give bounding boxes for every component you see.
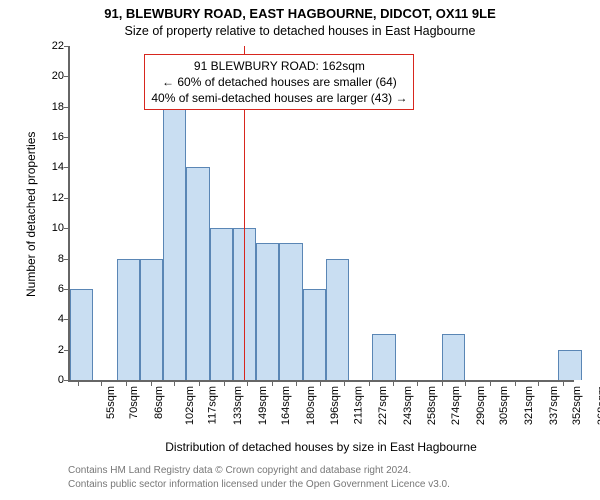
x-tick-label: 211sqm xyxy=(352,386,364,424)
y-tick-mark xyxy=(64,46,70,47)
y-tick-label: 12 xyxy=(52,192,64,204)
y-tick-mark xyxy=(64,76,70,77)
plot-area: 024681012141618202255sqm70sqm86sqm102sqm… xyxy=(68,46,574,382)
x-tick-mark xyxy=(320,380,321,386)
x-tick-label: 321sqm xyxy=(523,386,535,425)
x-tick-label: 227sqm xyxy=(378,386,390,425)
x-tick-mark xyxy=(515,380,516,386)
annotation-box: 91 BLEWBURY ROAD: 162sqm← 60% of detache… xyxy=(144,54,414,111)
y-tick-mark xyxy=(64,107,70,108)
y-tick-label: 16 xyxy=(52,131,64,143)
y-tick-label: 22 xyxy=(52,40,64,52)
x-tick-mark xyxy=(126,380,127,386)
x-tick-label: 117sqm xyxy=(206,386,218,424)
x-tick-mark xyxy=(393,380,394,386)
histogram-bar xyxy=(442,334,465,380)
histogram-bar xyxy=(210,228,233,380)
footer-line2: Contains public sector information licen… xyxy=(68,478,450,492)
x-tick-mark xyxy=(369,380,370,386)
x-tick-label: 337sqm xyxy=(548,386,560,425)
histogram-bar xyxy=(117,259,140,380)
x-tick-mark xyxy=(272,380,273,386)
x-tick-label: 164sqm xyxy=(280,386,292,425)
annotation-line: 40% of semi-detached houses are larger (… xyxy=(151,90,407,106)
x-tick-label: 243sqm xyxy=(402,386,414,425)
x-tick-mark xyxy=(78,380,79,386)
footer-attribution: Contains HM Land Registry data © Crown c… xyxy=(68,464,450,491)
x-tick-mark xyxy=(247,380,248,386)
x-tick-mark xyxy=(442,380,443,386)
x-tick-label: 274sqm xyxy=(451,386,463,425)
x-tick-label: 55sqm xyxy=(105,386,117,419)
histogram-bar xyxy=(303,289,326,380)
x-tick-label: 290sqm xyxy=(475,386,487,425)
x-axis-label: Distribution of detached houses by size … xyxy=(68,440,574,454)
x-tick-mark xyxy=(224,380,225,386)
histogram-bar xyxy=(163,107,186,380)
histogram-bar xyxy=(186,167,209,380)
x-tick-mark xyxy=(151,380,152,386)
x-tick-label: 149sqm xyxy=(257,386,269,425)
annotation-line: ← 60% of detached houses are smaller (64… xyxy=(151,74,407,90)
histogram-bar xyxy=(279,243,302,380)
x-tick-mark xyxy=(490,380,491,386)
x-tick-mark xyxy=(174,380,175,386)
x-tick-label: 86sqm xyxy=(153,386,165,419)
y-tick-mark xyxy=(64,380,70,381)
x-tick-mark xyxy=(563,380,564,386)
y-tick-label: 18 xyxy=(52,101,64,113)
x-tick-label: 258sqm xyxy=(426,386,438,425)
x-tick-label: 368sqm xyxy=(596,386,600,425)
x-tick-mark xyxy=(199,380,200,386)
chart-container: { "title_line1": "91, BLEWBURY ROAD, EAS… xyxy=(0,0,600,500)
y-tick-mark xyxy=(64,137,70,138)
histogram-bar xyxy=(70,289,93,380)
x-tick-label: 180sqm xyxy=(305,386,317,425)
x-tick-mark xyxy=(417,380,418,386)
y-tick-mark xyxy=(64,228,70,229)
chart-title-main: 91, BLEWBURY ROAD, EAST HAGBOURNE, DIDCO… xyxy=(0,6,600,21)
y-tick-label: 20 xyxy=(52,70,64,82)
x-tick-label: 196sqm xyxy=(330,386,342,425)
x-tick-mark xyxy=(296,380,297,386)
x-tick-label: 305sqm xyxy=(499,386,511,425)
x-tick-label: 352sqm xyxy=(571,386,583,425)
chart-title-sub: Size of property relative to detached ho… xyxy=(0,24,600,38)
annotation-line: 91 BLEWBURY ROAD: 162sqm xyxy=(151,58,407,74)
x-tick-mark xyxy=(465,380,466,386)
histogram-bar xyxy=(326,259,349,380)
histogram-bar xyxy=(558,350,581,380)
y-tick-mark xyxy=(64,198,70,199)
x-tick-label: 102sqm xyxy=(184,386,196,425)
y-tick-label: 14 xyxy=(52,161,64,173)
x-tick-label: 70sqm xyxy=(128,386,140,419)
x-tick-mark xyxy=(344,380,345,386)
x-tick-mark xyxy=(101,380,102,386)
x-tick-mark xyxy=(538,380,539,386)
y-tick-mark xyxy=(64,167,70,168)
y-axis-label: Number of detached properties xyxy=(24,131,38,296)
x-tick-label: 133sqm xyxy=(232,386,244,425)
footer-line1: Contains HM Land Registry data © Crown c… xyxy=(68,464,450,478)
y-tick-mark xyxy=(64,259,70,260)
y-tick-label: 10 xyxy=(52,222,64,234)
histogram-bar xyxy=(140,259,163,380)
histogram-bar xyxy=(372,334,395,380)
histogram-bar xyxy=(256,243,279,380)
